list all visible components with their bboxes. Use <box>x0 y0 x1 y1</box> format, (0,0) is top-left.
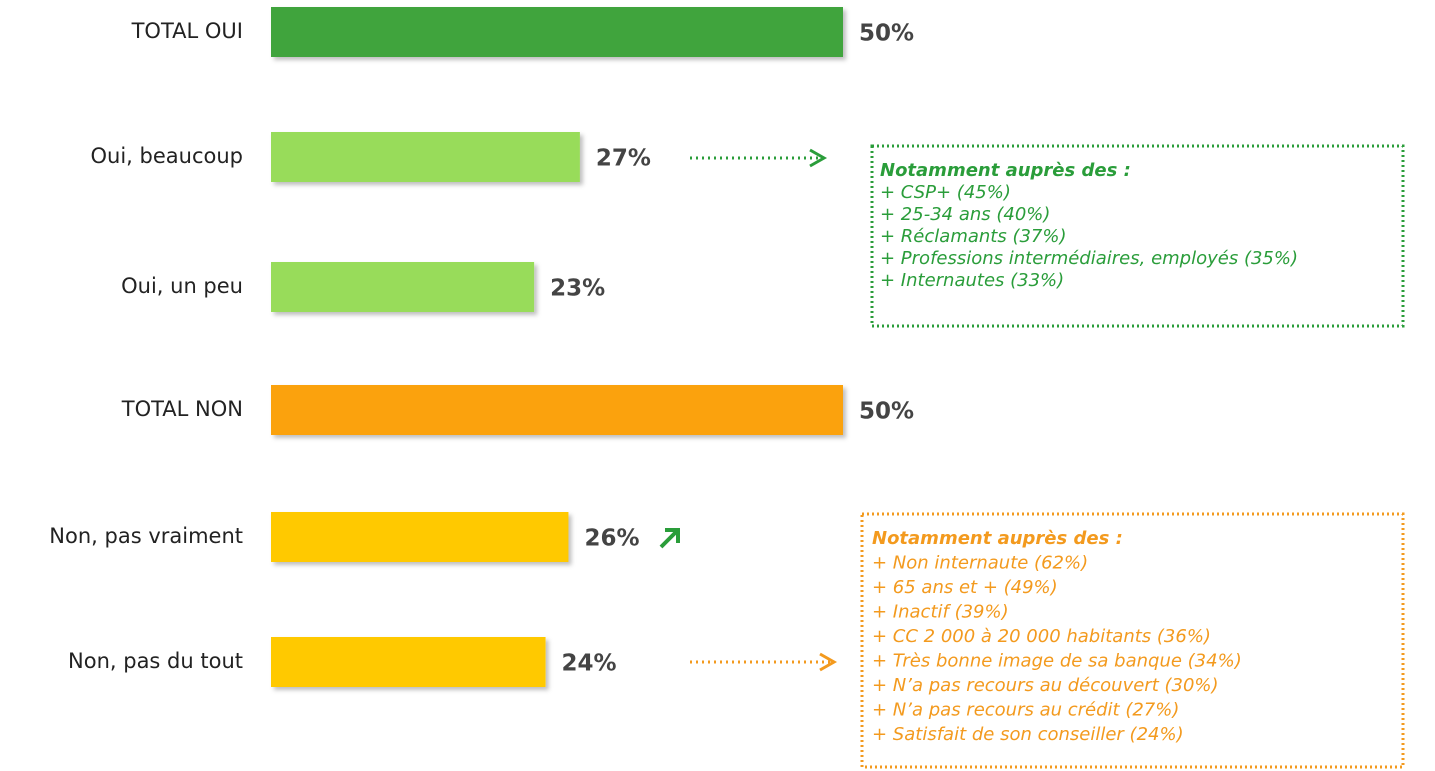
annotation-item: + Très bonne image de sa banque (34%) <box>872 651 1242 672</box>
category-label: Non, pas vraiment <box>49 524 243 548</box>
category-label: Non, pas du tout <box>68 649 243 673</box>
bar <box>271 132 580 182</box>
arrow-head <box>809 148 828 168</box>
bar <box>271 7 843 57</box>
category-label: Oui, beaucoup <box>91 144 244 168</box>
value-label: 23% <box>550 276 605 302</box>
category-label: Oui, un peu <box>121 274 243 298</box>
annotation-item: + CC 2 000 à 20 000 habitants (36%) <box>872 626 1211 647</box>
annotation-item: + N’a pas recours au découvert (30%) <box>872 675 1219 696</box>
bar <box>271 512 569 562</box>
annotation-item: + Réclamants (37%) <box>880 226 1067 247</box>
annotation-title: Notamment auprès des : <box>880 160 1131 181</box>
annotation-item: + 25-34 ans (40%) <box>880 204 1050 225</box>
value-label: 27% <box>596 146 651 172</box>
annotation-box <box>870 144 1405 328</box>
value-label: 50% <box>859 399 914 425</box>
bar <box>271 262 535 312</box>
value-label: 50% <box>859 21 914 47</box>
annotation-item: + Professions intermédiaires, employés (… <box>880 248 1298 269</box>
category-label: TOTAL OUI <box>131 19 243 43</box>
bar <box>271 637 546 687</box>
annotation-box <box>860 512 1405 769</box>
annotation-item: + N’a pas recours au crédit (27%) <box>872 700 1179 721</box>
category-label: TOTAL NON <box>121 397 243 421</box>
annotation-item: + Non internaute (62%) <box>872 553 1088 574</box>
arrow-head <box>819 652 838 672</box>
annotation-item: + 65 ans et + (49%) <box>872 577 1058 598</box>
annotation-item: + Inactif (39%) <box>872 602 1009 623</box>
annotation-item: + Satisfait de son conseiller (24%) <box>872 724 1184 745</box>
value-label: 24% <box>562 651 617 677</box>
up-arrow-icon <box>659 528 680 549</box>
annotation-item: + Internautes (33%) <box>880 270 1064 291</box>
annotation-item: + CSP+ (45%) <box>880 182 1011 203</box>
value-label: 26% <box>584 526 639 552</box>
bar <box>271 385 843 435</box>
annotation-title: Notamment auprès des : <box>872 528 1123 549</box>
